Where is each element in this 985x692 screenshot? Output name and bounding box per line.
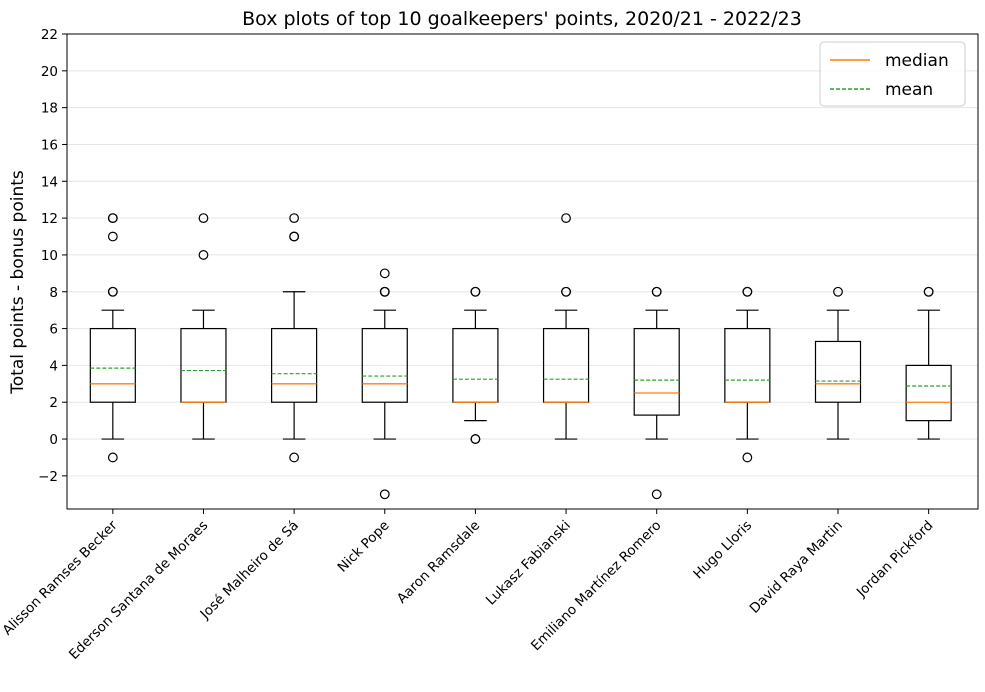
- outlier-point: [379, 489, 390, 500]
- outlier-point: [198, 213, 209, 224]
- y-tick-label: 14: [41, 174, 58, 190]
- box-layer: [89, 213, 952, 500]
- outlier-point: [107, 213, 118, 224]
- y-axis-label: Total points - bonus points: [8, 170, 28, 395]
- box: [905, 364, 952, 422]
- outlier-point: [742, 452, 753, 463]
- box: [271, 327, 318, 403]
- outlier-point: [289, 452, 300, 463]
- y-tick-label: 22: [41, 27, 58, 43]
- outlier-point: [561, 286, 571, 297]
- y-tick-label: 16: [41, 137, 58, 153]
- y-tick-label: −2: [38, 469, 58, 485]
- outlier-point: [561, 213, 571, 224]
- legend-label-mean: mean: [885, 80, 933, 100]
- outlier-point: [107, 231, 118, 242]
- outlier-point: [379, 286, 390, 297]
- x-tick-label: Nick Pope: [334, 518, 392, 576]
- outlier-point: [923, 286, 934, 297]
- x-tick-label: Hugo Lloris: [690, 518, 755, 583]
- y-tick-label: 6: [49, 322, 58, 338]
- x-tick-label: Lukasz Fabianski: [483, 518, 574, 609]
- x-tick-label: Jordan Pickford: [853, 518, 936, 601]
- box: [361, 327, 408, 403]
- x-tick-label: Aaron Ramsdale: [394, 518, 483, 607]
- outlier-point: [470, 434, 481, 444]
- legend: median mean: [819, 41, 966, 107]
- box: [814, 340, 862, 403]
- x-tick-label: José Malheiro de Sá: [197, 518, 302, 623]
- y-tick-label: 20: [41, 64, 58, 80]
- outlier-point: [198, 250, 209, 260]
- outlier-point: [107, 286, 118, 297]
- box: [89, 327, 136, 403]
- y-tick-label: 18: [41, 101, 58, 117]
- outlier-point: [289, 231, 300, 242]
- y-tick-label: 2: [49, 395, 58, 411]
- legend-frame: [819, 41, 966, 107]
- y-tick-label: 12: [41, 211, 58, 227]
- outlier-point: [833, 286, 843, 297]
- box: [633, 327, 680, 416]
- chart-title: Box plots of top 10 goalkeepers' points,…: [242, 8, 802, 30]
- outlier-point: [289, 213, 300, 224]
- outlier-point: [742, 286, 753, 297]
- outlier-point: [107, 452, 118, 463]
- y-tick-label: 4: [49, 358, 58, 374]
- legend-label-median: median: [885, 51, 949, 71]
- outlier-point: [651, 489, 662, 500]
- plot-frame: [66, 33, 979, 510]
- outlier-point: [651, 286, 662, 297]
- outlier-point: [379, 268, 390, 279]
- outlier-point: [470, 286, 481, 297]
- y-tick-label: 8: [49, 285, 58, 301]
- y-tick-label: 10: [41, 248, 58, 264]
- y-tick-label: 0: [49, 432, 58, 448]
- x-tick-label: David Raya Martin: [747, 518, 846, 617]
